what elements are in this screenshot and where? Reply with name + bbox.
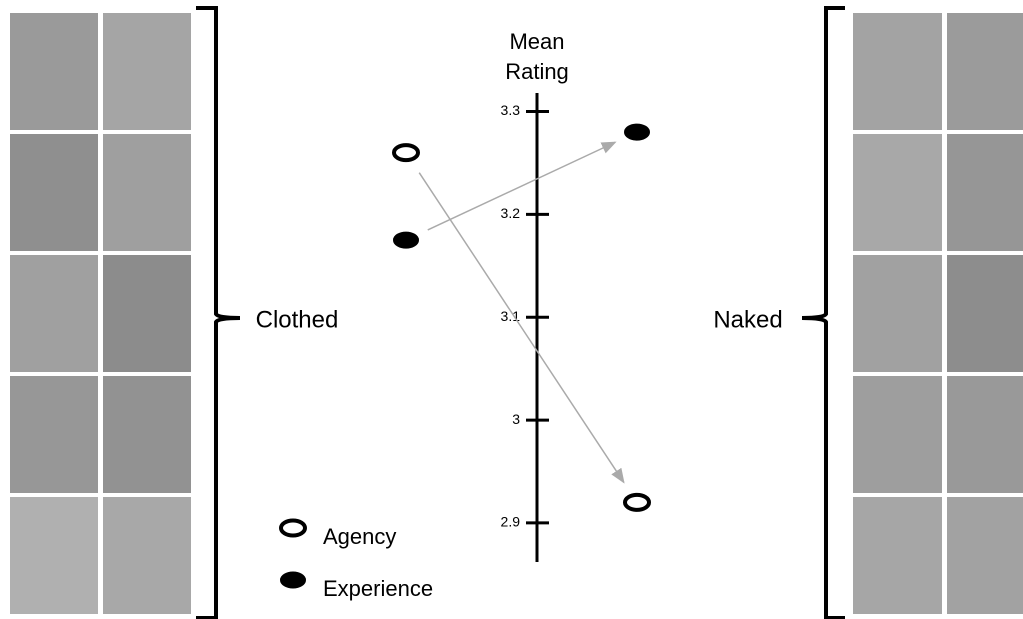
bracket-left	[196, 6, 241, 619]
y-tick-label: 3	[512, 411, 520, 427]
connector-arrow	[427, 141, 617, 231]
data-point	[393, 231, 419, 249]
category-label: Clothed	[256, 306, 339, 333]
y-tick-label: 3.1	[501, 308, 521, 324]
data-point	[624, 123, 650, 141]
category-label: Naked	[713, 306, 782, 333]
data-point	[623, 492, 651, 512]
y-tick-label: 3.2	[501, 205, 521, 221]
legend-marker	[279, 518, 307, 538]
photos-naked	[853, 13, 1023, 614]
data-point	[392, 143, 420, 163]
legend-label: Experience	[323, 576, 433, 601]
connector-arrow	[418, 172, 625, 484]
legend-label: Agency	[323, 524, 396, 549]
bracket-right	[801, 6, 845, 619]
legend-marker	[280, 571, 306, 589]
y-tick-label: 2.9	[501, 514, 521, 530]
photos-clothed	[10, 13, 191, 614]
y-tick-label: 3.3	[501, 102, 521, 118]
y-axis-label: Mean Rating	[505, 29, 569, 84]
